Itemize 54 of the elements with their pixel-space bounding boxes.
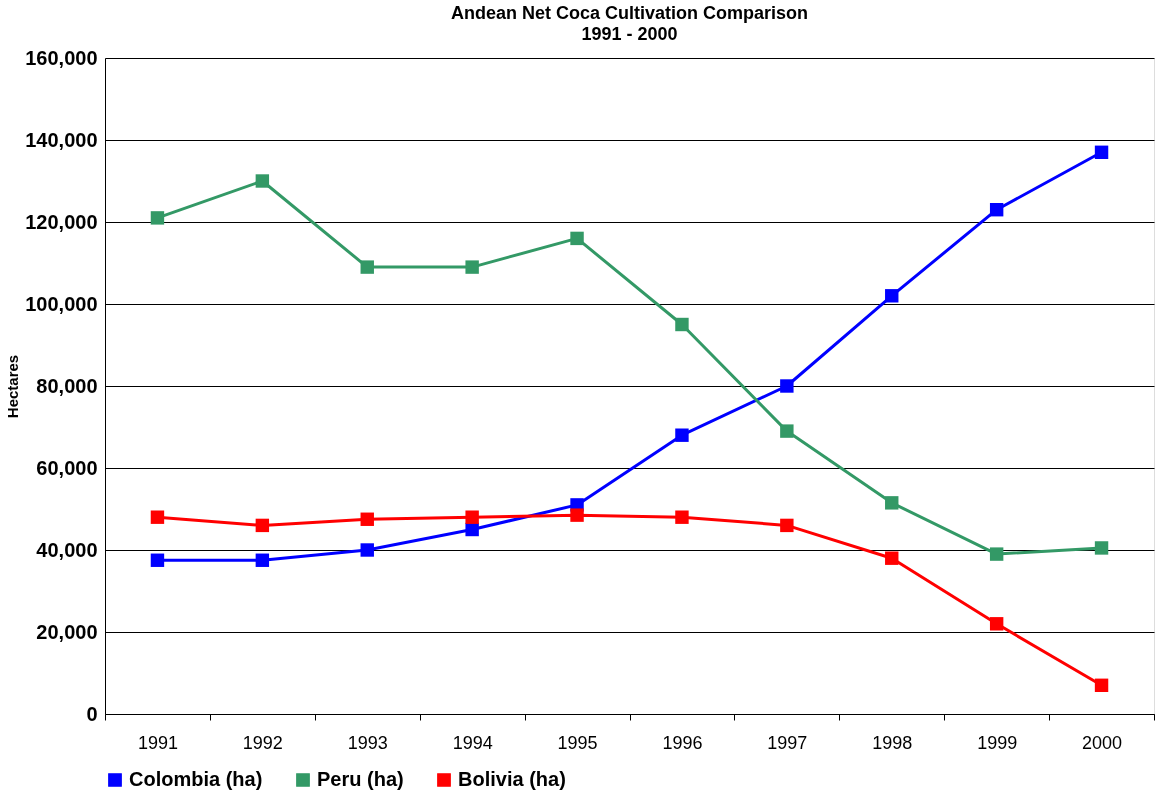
y-tick-label: 80,000 (36, 374, 98, 397)
point (150, 211, 165, 225)
point (360, 543, 374, 557)
point (255, 174, 270, 188)
y-tick-label: 20,000 (36, 620, 98, 643)
x-tick-label: 1997 (767, 732, 808, 753)
point (570, 508, 584, 522)
legend-label: Colombia (ha) (129, 768, 263, 790)
x-tick-label: 2000 (1082, 732, 1123, 753)
point (150, 553, 165, 567)
point (780, 518, 794, 533)
x-tick-label: 1999 (977, 732, 1018, 753)
x-tick-label: 1994 (452, 732, 493, 753)
point (150, 510, 165, 524)
x-tick-label: 1995 (557, 732, 598, 753)
x-tick-label: 1991 (137, 732, 178, 753)
point (675, 510, 689, 524)
x-tick-label: 1996 (662, 732, 703, 753)
y-tick-label: 120,000 (25, 210, 98, 233)
point (360, 512, 374, 526)
point (780, 379, 794, 393)
point (675, 317, 689, 332)
point (360, 260, 374, 274)
point (780, 424, 794, 438)
y-axis-title: Hectares (4, 354, 22, 419)
y-tick-label: 0 (86, 702, 98, 725)
point (255, 518, 270, 533)
legend-label: Peru (ha) (317, 768, 404, 790)
point (989, 202, 1004, 217)
point (255, 553, 270, 567)
y-tick-label: 140,000 (25, 128, 98, 151)
y-tick-label: 40,000 (36, 538, 98, 561)
chart-title: Andean Net Coca Cultivation Comparison (450, 3, 809, 23)
point (885, 551, 899, 565)
point (1094, 541, 1109, 555)
point (1094, 145, 1109, 160)
x-tick-label: 1998 (872, 732, 913, 753)
point (465, 522, 479, 537)
point (885, 496, 899, 510)
point (675, 428, 689, 442)
point (885, 289, 899, 303)
point (989, 547, 1004, 561)
x-tick-label: 1993 (347, 732, 388, 753)
x-tick-label: 1992 (242, 732, 283, 753)
point (1094, 678, 1109, 693)
y-tick-label: 60,000 (36, 456, 98, 479)
y-tick-label: 100,000 (25, 292, 98, 315)
point (465, 260, 479, 274)
y-tick-label: 160,000 (25, 46, 98, 69)
point (465, 510, 479, 524)
legend-label: Bolivia (ha) (458, 768, 566, 790)
point (989, 617, 1004, 631)
point (570, 231, 584, 246)
chart-subtitle: 1991 - 2000 (581, 24, 678, 44)
